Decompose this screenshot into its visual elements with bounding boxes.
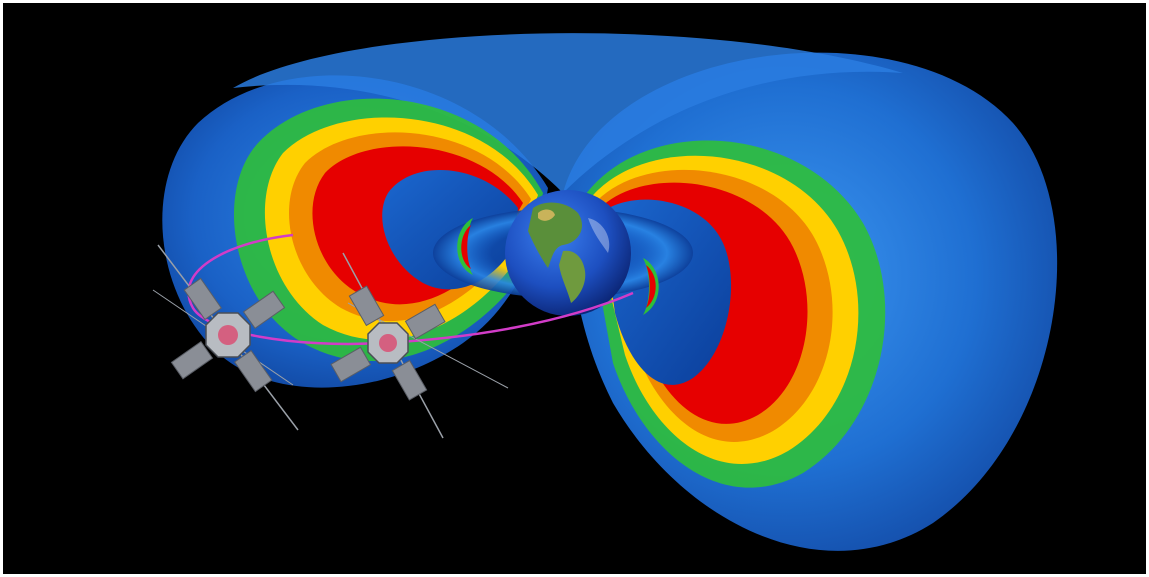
spacecraft-icon <box>152 244 299 431</box>
earth-icon <box>505 190 631 316</box>
inner-belt-left <box>457 218 473 275</box>
radiation-belt-scene <box>3 3 1146 574</box>
inner-belt-right <box>643 258 659 315</box>
scene-svg <box>152 33 1058 551</box>
spacecraft-icon <box>330 252 509 439</box>
orbit-path-icon <box>187 233 634 346</box>
